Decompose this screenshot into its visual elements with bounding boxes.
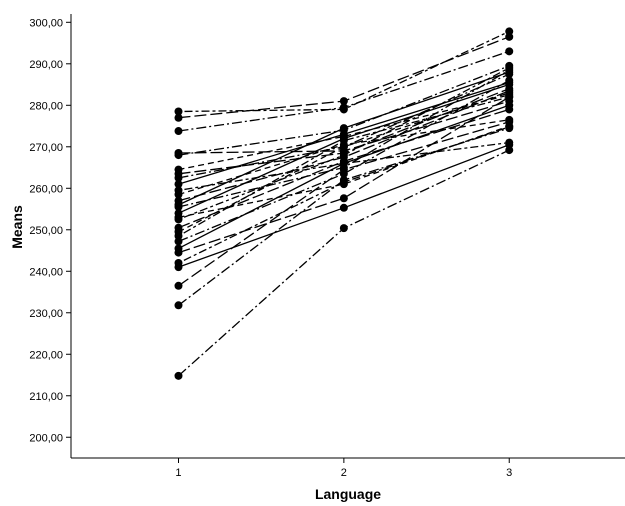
series-line-20 xyxy=(178,94,510,171)
data-point xyxy=(339,105,348,114)
data-point xyxy=(339,194,348,203)
data-point xyxy=(174,127,183,136)
y-tick-label: 280,00 xyxy=(29,100,63,112)
data-point xyxy=(339,136,348,145)
y-tick-label: 260,00 xyxy=(29,183,63,195)
y-tick-label: 230,00 xyxy=(29,308,63,320)
data-point xyxy=(339,159,348,168)
y-tick-label: 200,00 xyxy=(29,432,63,444)
data-point xyxy=(174,107,183,116)
data-point xyxy=(339,124,348,133)
data-point xyxy=(339,180,348,189)
x-tick-label: 1 xyxy=(175,467,181,479)
x-tick-label: 3 xyxy=(506,467,512,479)
data-point xyxy=(505,61,514,70)
data-point xyxy=(339,169,348,178)
series-line-28 xyxy=(178,96,510,237)
data-point xyxy=(174,213,183,222)
data-point xyxy=(505,27,514,36)
series-line-6 xyxy=(178,96,510,254)
data-point xyxy=(174,113,183,122)
series-line-27 xyxy=(178,125,510,218)
data-point xyxy=(339,97,348,106)
data-point xyxy=(339,146,348,155)
x-tick-label: 2 xyxy=(341,467,347,479)
y-tick-label: 290,00 xyxy=(29,59,63,71)
data-point xyxy=(174,281,183,290)
data-point xyxy=(505,47,514,56)
data-point xyxy=(505,115,514,124)
y-tick-label: 300,00 xyxy=(29,17,63,29)
data-point xyxy=(339,203,348,212)
series-line-23 xyxy=(178,50,510,132)
data-point xyxy=(174,200,183,209)
series-lines xyxy=(178,30,510,377)
data-point xyxy=(339,224,348,233)
y-tick-label: 270,00 xyxy=(29,142,63,154)
data-point xyxy=(174,223,183,232)
data-point xyxy=(174,371,183,380)
y-tick-label: 220,00 xyxy=(29,349,63,361)
data-point xyxy=(505,138,514,147)
y-tick-label: 240,00 xyxy=(29,266,63,278)
data-point xyxy=(174,180,183,189)
data-markers xyxy=(174,27,514,380)
data-point xyxy=(174,244,183,253)
data-point xyxy=(174,149,183,158)
data-point xyxy=(174,186,183,195)
x-axis-title: Language xyxy=(315,486,381,502)
y-tick-label: 250,00 xyxy=(29,225,63,237)
data-point xyxy=(505,78,514,87)
data-point xyxy=(505,105,514,114)
data-point xyxy=(174,258,183,267)
data-point xyxy=(174,301,183,310)
data-point xyxy=(174,165,183,174)
series-line-16 xyxy=(178,141,510,192)
y-axis-title: Means xyxy=(9,205,25,249)
data-point xyxy=(505,122,514,131)
y-tick-label: 210,00 xyxy=(29,391,63,403)
data-point xyxy=(174,232,183,240)
data-point xyxy=(505,68,514,77)
series-line-8 xyxy=(178,79,510,243)
axes: 200,00 210,00 220,00 230,00 240,00 250,00 260,… xyxy=(29,14,625,479)
data-point xyxy=(505,84,514,93)
data-point xyxy=(505,92,514,101)
